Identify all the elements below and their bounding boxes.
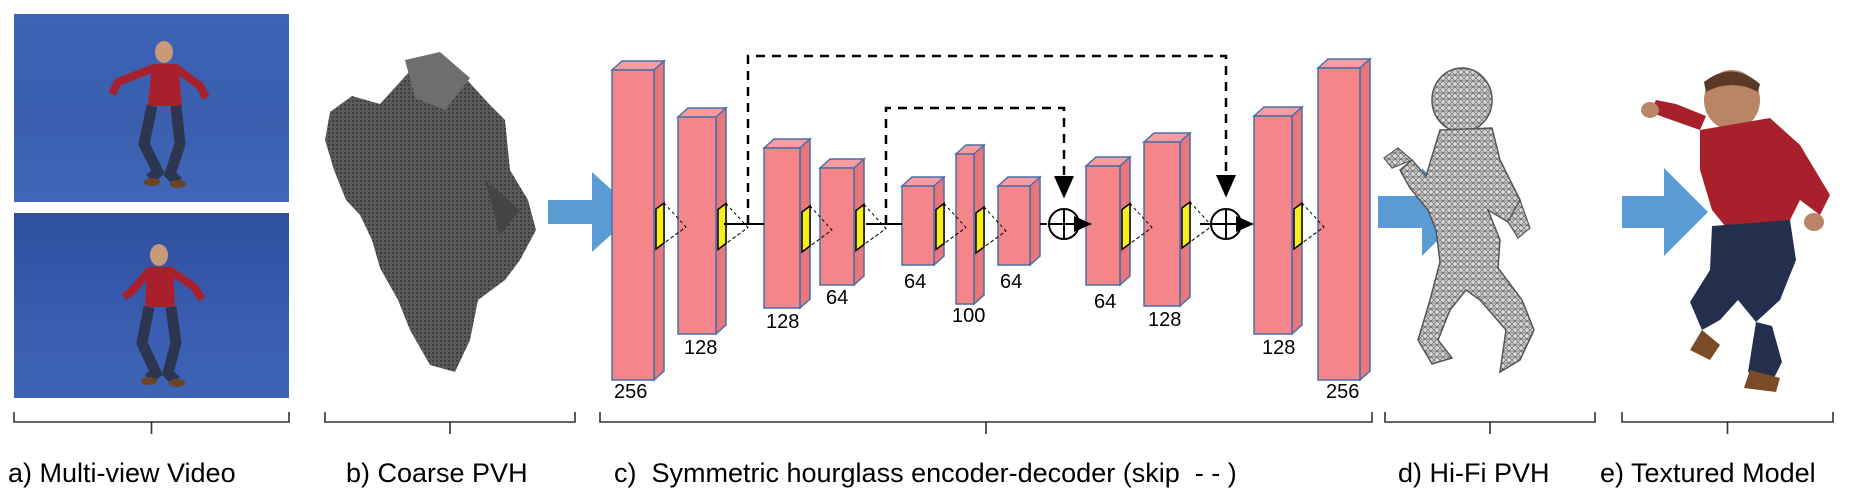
block-label-7: 64 (1000, 271, 1022, 293)
brace-b (324, 412, 576, 434)
caption-b: b) Coarse PVH (346, 458, 528, 488)
skip-connection-inner (884, 106, 1074, 224)
skip-connection-outer (746, 54, 1236, 224)
layer-block-1 (610, 59, 666, 382)
conv-kernel-2 (717, 202, 749, 251)
brace-c (599, 412, 1373, 434)
arrow-to-textured (1622, 168, 1708, 256)
conv-kernel-10 (1293, 201, 1325, 251)
conv-kernel-4 (855, 203, 887, 252)
textured-model (1641, 70, 1830, 392)
block-label-6: 100 (952, 305, 985, 327)
caption-d: d) Hi-Fi PVH (1398, 458, 1550, 488)
conv-kernel-3 (801, 204, 833, 254)
conv-kernels (655, 200, 1325, 255)
block-label-4: 64 (826, 287, 848, 309)
conv-kernel-8 (1121, 202, 1153, 251)
block-size-labels: 256 128 128 64 64 100 64 64 128 128 256 (614, 271, 1359, 403)
conv-kernel-1 (655, 201, 687, 251)
caption-e: e) Textured Model (1600, 458, 1816, 488)
hifi-pvh-mesh (1383, 67, 1535, 374)
caption-a: a) Multi-view Video (8, 458, 236, 488)
block-label-1: 256 (614, 381, 647, 403)
brace-d (1384, 412, 1596, 434)
video-frame-1 (14, 14, 289, 202)
person-figure-1 (108, 41, 210, 188)
coarse-pvh-voxels (325, 52, 536, 372)
block-label-9: 128 (1148, 309, 1181, 331)
person-figure-2 (121, 244, 206, 387)
caption-c: c) Symmetric hourglass encoder-decoder (… (614, 458, 1237, 488)
brace-e (1621, 412, 1834, 434)
conv-kernel-9 (1181, 200, 1213, 250)
layer-block-7 (996, 175, 1042, 267)
block-label-3: 128 (766, 311, 799, 333)
block-label-8: 64 (1094, 291, 1116, 313)
layer-block-11 (1316, 57, 1372, 382)
layer-block-10 (1252, 105, 1304, 336)
sum-node-inner (1040, 208, 1092, 240)
brace-a (13, 412, 290, 434)
sum-node-outer (1200, 208, 1254, 240)
panel-braces (13, 412, 1834, 434)
video-frame-2 (14, 213, 289, 398)
block-label-2: 128 (684, 337, 717, 359)
block-label-5: 64 (904, 271, 926, 293)
conv-kernel-6 (975, 205, 1007, 255)
block-label-11: 256 (1326, 381, 1359, 403)
block-label-10: 128 (1262, 337, 1295, 359)
layer-block-9 (1142, 131, 1192, 308)
conv-kernel-5 (935, 202, 967, 251)
layer-block-3 (762, 137, 812, 310)
